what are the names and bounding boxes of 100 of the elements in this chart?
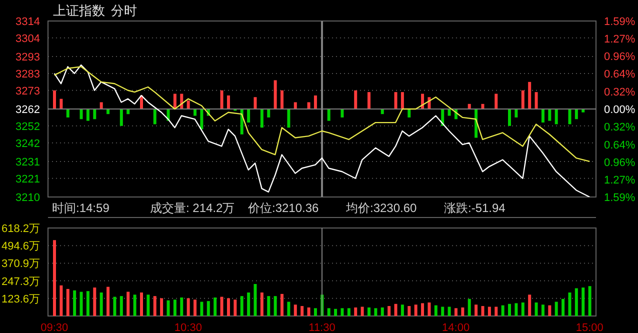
y-tick-label: 3273: [16, 85, 40, 98]
y2-tick-label: 1.27%: [604, 174, 636, 186]
bar: [314, 95, 317, 109]
y-tick-label: 3242: [16, 138, 40, 150]
bar: [307, 102, 310, 109]
y2-tick-label: 0.32%: [604, 86, 636, 98]
y-tick-label: 247.3万: [1, 276, 40, 288]
y2-tick-label: 1.59%: [604, 192, 636, 204]
bar: [66, 288, 70, 316]
bar: [554, 302, 558, 316]
bar: [173, 94, 176, 109]
bar: [86, 109, 90, 121]
bar: [280, 294, 284, 316]
bar: [461, 307, 464, 316]
bar: [226, 95, 230, 109]
line-series: [54, 66, 590, 162]
bar: [93, 109, 96, 120]
bar: [274, 296, 277, 316]
bar: [247, 292, 250, 316]
bar: [80, 292, 83, 316]
bar: [508, 304, 512, 316]
bar: [388, 306, 391, 316]
text: 均价:3230.60: [346, 200, 417, 217]
y2-tick-label: 0.96%: [604, 157, 636, 170]
bar: [340, 109, 344, 118]
bar: [394, 92, 398, 109]
y-tick-label: 3221: [16, 173, 40, 186]
bar: [374, 308, 378, 316]
bar: [214, 297, 217, 316]
bar: [186, 100, 190, 109]
bar: [408, 306, 411, 316]
bar: [327, 109, 330, 121]
bar: [274, 80, 277, 109]
bar: [307, 307, 310, 316]
bar: [421, 303, 424, 316]
y2-tick-label: 0.32%: [604, 122, 636, 134]
y-tick-label: 370.9万: [1, 258, 40, 270]
y-tick-label: 3210: [16, 192, 40, 204]
bar: [408, 109, 411, 118]
bar: [260, 292, 264, 316]
bar: [186, 298, 190, 316]
bar: [240, 296, 244, 316]
bar: [347, 308, 350, 316]
bar: [582, 288, 585, 316]
bar: [180, 297, 184, 316]
y2-tick-label: 0.96%: [604, 50, 636, 63]
bar: [528, 294, 532, 316]
chart-title: 上证指数: [53, 3, 105, 18]
bar: [434, 305, 438, 316]
y2-tick-label: 1.27%: [604, 34, 636, 46]
bar: [126, 292, 130, 316]
text: 成交量: 214.2万: [150, 200, 235, 217]
bar: [234, 300, 237, 316]
bar: [367, 307, 370, 316]
y-tick-label: 123.6万: [1, 293, 40, 306]
bar: [254, 284, 257, 316]
bar: [220, 90, 224, 109]
bar: [367, 92, 370, 109]
bar: [568, 292, 572, 316]
bar: [133, 294, 136, 316]
bar: [100, 102, 103, 109]
bar: [588, 286, 592, 316]
y2-tick-label: 0.64%: [604, 139, 636, 152]
bar: [494, 94, 498, 109]
bar: [481, 306, 484, 316]
bar: [226, 298, 230, 316]
bar: [574, 288, 578, 316]
bar: [494, 306, 498, 316]
bar: [153, 109, 156, 124]
bar: [448, 109, 451, 116]
bar: [568, 109, 572, 124]
x-tick-label: 10:30: [174, 322, 202, 333]
bar: [113, 296, 116, 316]
bar: [488, 306, 491, 316]
text: 涨跌:-51.94: [444, 200, 506, 217]
y-tick-label: 3283: [16, 68, 40, 80]
bar: [93, 288, 96, 316]
line-series: [54, 64, 590, 197]
bar: [66, 109, 70, 118]
y-tick-label: 494.6万: [1, 240, 40, 253]
bar: [287, 109, 290, 128]
bar: [334, 308, 338, 316]
bar: [521, 90, 524, 109]
bar: [501, 305, 504, 316]
bar: [528, 82, 532, 109]
bar: [441, 306, 444, 316]
bar: [60, 285, 63, 316]
bar: [260, 109, 264, 128]
bar: [280, 90, 284, 109]
bar: [514, 303, 518, 316]
bar: [354, 90, 358, 109]
bar: [166, 300, 170, 316]
bar: [394, 304, 398, 316]
bar: [548, 109, 552, 121]
bar: [86, 291, 90, 316]
bar: [354, 307, 358, 316]
bar: [514, 109, 518, 118]
x-tick-label: 14:00: [442, 322, 470, 333]
bar: [574, 109, 578, 120]
bar: [294, 102, 297, 109]
